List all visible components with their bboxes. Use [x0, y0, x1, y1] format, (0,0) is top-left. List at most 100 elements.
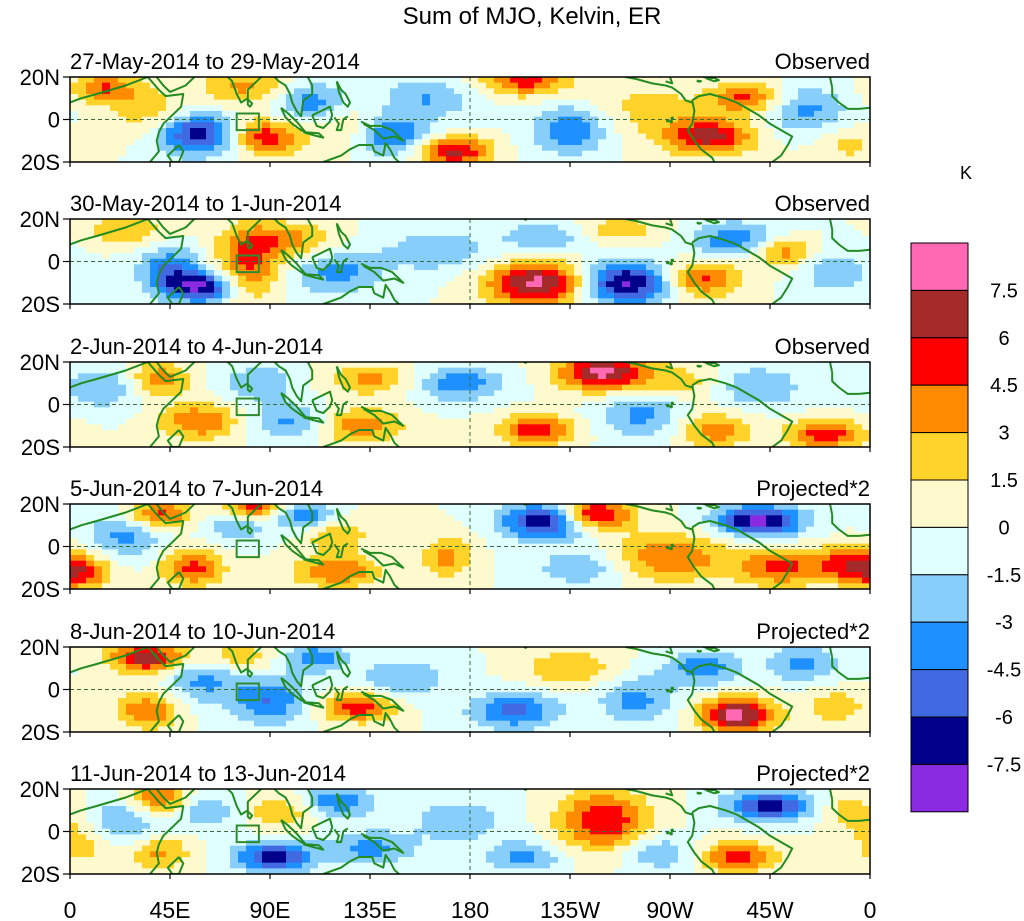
field-cell — [830, 384, 839, 391]
field-cell — [334, 94, 343, 101]
field-cell — [126, 384, 135, 391]
field-cell — [270, 509, 279, 516]
field-cell — [710, 145, 719, 152]
field-cell — [670, 275, 679, 282]
field-cell — [398, 105, 407, 112]
field-cell — [454, 105, 463, 112]
coastline — [333, 400, 349, 417]
field-cell — [774, 384, 783, 391]
field-cell — [350, 298, 359, 304]
field-cell — [142, 292, 151, 299]
field-cell — [550, 298, 559, 304]
field-cell — [742, 156, 751, 162]
field-cell — [694, 292, 703, 299]
field-cell — [694, 230, 703, 237]
field-cell — [78, 77, 87, 84]
field-cell — [94, 128, 103, 135]
field-cell — [414, 396, 423, 403]
field-cell — [606, 219, 615, 226]
field-cell — [430, 424, 439, 431]
field-cell — [494, 264, 503, 271]
field-cell — [862, 241, 870, 248]
field-cell — [830, 128, 839, 135]
field-cell — [182, 390, 191, 397]
field-cell — [462, 435, 471, 442]
field-cell — [294, 99, 303, 106]
field-cell — [590, 156, 599, 162]
field-cell — [278, 292, 287, 299]
field-cell — [262, 156, 271, 162]
field-cell — [318, 435, 327, 442]
field-cell — [118, 247, 127, 254]
field-cell — [262, 224, 271, 231]
field-cell — [238, 82, 247, 89]
field-cell — [438, 99, 447, 106]
field-cell — [190, 111, 199, 118]
field-cell — [78, 264, 87, 271]
field-cell — [654, 441, 663, 447]
field-cell — [174, 515, 183, 522]
field-cell — [238, 105, 247, 112]
field-cell — [102, 145, 111, 152]
field-cell — [662, 270, 671, 277]
field-cell — [622, 219, 631, 226]
field-cell — [854, 435, 863, 442]
field-cell — [662, 145, 671, 152]
field-cell — [398, 139, 407, 146]
field-cell — [694, 390, 703, 397]
field-cell — [502, 435, 511, 442]
field-cell — [126, 236, 135, 243]
field-cell — [278, 407, 287, 414]
field-cell — [758, 379, 767, 386]
field-cell — [206, 281, 215, 288]
field-cell — [174, 298, 183, 304]
field-cell — [510, 105, 519, 112]
field-cell — [94, 362, 103, 369]
field-cell — [790, 156, 799, 162]
field-cell — [142, 407, 151, 414]
field-cell — [718, 418, 727, 425]
field-cell — [262, 281, 271, 288]
field-cell — [670, 430, 679, 437]
field-cell — [318, 105, 327, 112]
field-cell — [142, 424, 151, 431]
field-cell — [150, 521, 159, 528]
field-cell — [726, 111, 735, 118]
field-cell — [766, 390, 775, 397]
field-cell — [86, 504, 95, 511]
field-cell — [622, 504, 631, 511]
field-cell — [86, 515, 95, 522]
field-cell — [726, 418, 735, 425]
field-cell — [558, 384, 567, 391]
field-cell — [662, 139, 671, 146]
field-cell — [406, 509, 415, 516]
field-cell — [246, 362, 255, 369]
field-cell — [102, 82, 111, 89]
field-cell — [334, 247, 343, 254]
field-cell — [342, 504, 351, 511]
field-cell — [142, 150, 151, 157]
field-cell — [806, 435, 815, 442]
field-cell — [806, 390, 815, 397]
field-cell — [590, 373, 599, 380]
field-cell — [110, 150, 119, 157]
field-cell — [198, 270, 207, 277]
field-cell — [718, 219, 727, 226]
field-cell — [374, 396, 383, 403]
field-cell — [478, 430, 487, 437]
field-cell — [102, 77, 111, 84]
field-cell — [630, 128, 639, 135]
field-cell — [126, 105, 135, 112]
field-cell — [574, 145, 583, 152]
field-cell — [518, 418, 527, 425]
field-cell — [382, 407, 391, 414]
field-cell — [782, 515, 791, 522]
field-cell — [526, 298, 535, 304]
field-cell — [102, 504, 111, 511]
field-cell — [486, 396, 495, 403]
field-cell — [542, 435, 551, 442]
field-cell — [582, 407, 591, 414]
field-cell — [454, 128, 463, 135]
field-cell — [694, 515, 703, 522]
field-cell — [790, 264, 799, 271]
